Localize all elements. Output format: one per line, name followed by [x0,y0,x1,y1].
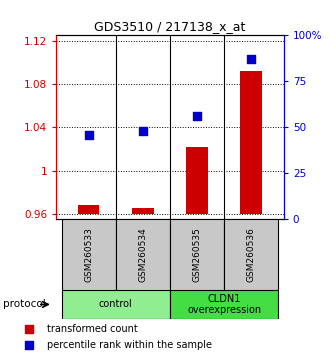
Text: CLDN1
overexpression: CLDN1 overexpression [187,293,261,315]
Text: GSM260536: GSM260536 [247,227,256,282]
Bar [61,219,116,290]
Text: percentile rank within the sample: percentile rank within the sample [47,340,212,350]
Text: control: control [99,299,133,309]
Bar [78,205,99,214]
Bar [170,219,224,290]
Point [86,132,91,138]
Text: GSM260534: GSM260534 [138,228,147,282]
Bar [241,71,262,214]
Text: GSM260535: GSM260535 [193,227,202,282]
Bar [224,219,279,290]
Point [26,342,31,348]
Text: transformed count: transformed count [47,324,138,334]
Title: GDS3510 / 217138_x_at: GDS3510 / 217138_x_at [94,20,246,33]
Bar [116,219,170,290]
Point [248,57,254,62]
Point [194,114,200,119]
Bar [170,290,279,319]
Text: GSM260533: GSM260533 [84,227,93,282]
Point [26,326,31,332]
Point [140,128,146,134]
Text: protocol: protocol [3,299,46,309]
Bar [61,290,170,319]
Bar [186,147,208,214]
Bar [132,207,154,214]
